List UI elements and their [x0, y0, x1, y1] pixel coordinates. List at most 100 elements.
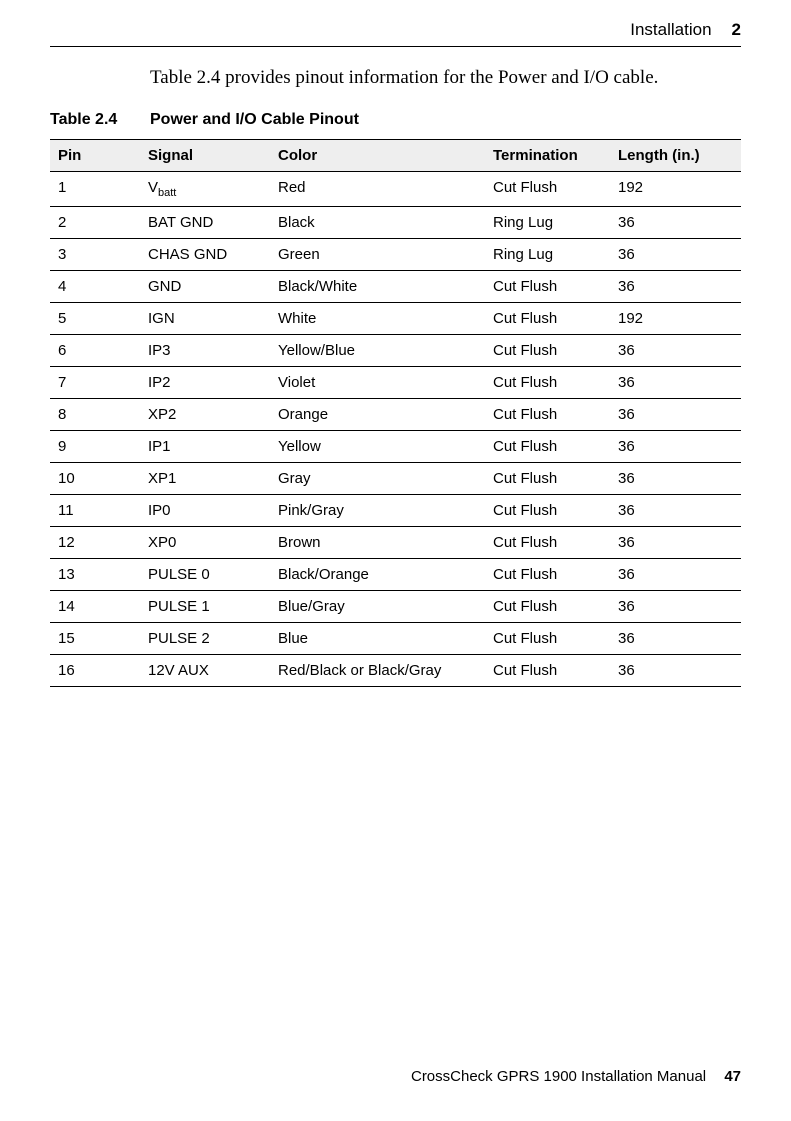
cell-termination: Cut Flush — [485, 591, 610, 623]
cell-signal: BAT GND — [140, 207, 270, 239]
cell-length: 36 — [610, 655, 741, 687]
cell-length: 36 — [610, 527, 741, 559]
cell-color: Black/Orange — [270, 559, 485, 591]
cell-length: 36 — [610, 623, 741, 655]
cell-termination: Cut Flush — [485, 399, 610, 431]
table-row: 7IP2VioletCut Flush36 — [50, 367, 741, 399]
table-row: 8XP2OrangeCut Flush36 — [50, 399, 741, 431]
cell-termination: Ring Lug — [485, 239, 610, 271]
page-header: Installation 2 — [50, 20, 741, 47]
table-row: 12XP0BrownCut Flush36 — [50, 527, 741, 559]
cell-signal: XP2 — [140, 399, 270, 431]
cell-termination: Cut Flush — [485, 463, 610, 495]
cell-length: 36 — [610, 431, 741, 463]
cell-color: Green — [270, 239, 485, 271]
cell-color: Violet — [270, 367, 485, 399]
cell-pin: 14 — [50, 591, 140, 623]
cell-length: 36 — [610, 559, 741, 591]
cell-length: 36 — [610, 239, 741, 271]
cell-termination: Ring Lug — [485, 207, 610, 239]
cell-color: Pink/Gray — [270, 495, 485, 527]
cell-signal: IP1 — [140, 431, 270, 463]
cell-color: Red — [270, 172, 485, 207]
table-caption: Table 2.4 Power and I/O Cable Pinout — [50, 111, 741, 129]
cell-color: Red/Black or Black/Gray — [270, 655, 485, 687]
cell-pin: 2 — [50, 207, 140, 239]
cell-color: Yellow — [270, 431, 485, 463]
cell-signal: PULSE 0 — [140, 559, 270, 591]
table-row: 3CHAS GNDGreenRing Lug36 — [50, 239, 741, 271]
cell-termination: Cut Flush — [485, 559, 610, 591]
table-row: 15PULSE 2BlueCut Flush36 — [50, 623, 741, 655]
table-header-row: Pin Signal Color Termination Length (in.… — [50, 140, 741, 172]
cell-pin: 13 — [50, 559, 140, 591]
cell-signal: XP0 — [140, 527, 270, 559]
cell-signal: Vbatt — [140, 172, 270, 207]
col-header-signal: Signal — [140, 140, 270, 172]
cell-pin: 4 — [50, 271, 140, 303]
cell-signal: 12V AUX — [140, 655, 270, 687]
table-body: 1VbattRedCut Flush1922BAT GNDBlackRing L… — [50, 172, 741, 687]
cell-length: 192 — [610, 172, 741, 207]
col-header-termination: Termination — [485, 140, 610, 172]
cell-color: Black — [270, 207, 485, 239]
table-label: Table 2.4 — [50, 111, 150, 129]
cell-length: 36 — [610, 591, 741, 623]
cell-length: 36 — [610, 367, 741, 399]
cell-color: Yellow/Blue — [270, 335, 485, 367]
cell-length: 36 — [610, 271, 741, 303]
page-footer: CrossCheck GPRS 1900 Installation Manual… — [411, 1068, 741, 1085]
cell-length: 36 — [610, 399, 741, 431]
cell-signal: IP2 — [140, 367, 270, 399]
header-chapter-number: 2 — [732, 20, 741, 40]
intro-paragraph: Table 2.4 provides pinout information fo… — [150, 67, 741, 89]
table-row: 1612V AUXRed/Black or Black/GrayCut Flus… — [50, 655, 741, 687]
table-row: 11IP0Pink/GrayCut Flush36 — [50, 495, 741, 527]
cell-termination: Cut Flush — [485, 172, 610, 207]
cell-termination: Cut Flush — [485, 271, 610, 303]
table-row: 9IP1YellowCut Flush36 — [50, 431, 741, 463]
cell-pin: 15 — [50, 623, 140, 655]
cell-length: 36 — [610, 495, 741, 527]
table-row: 2BAT GNDBlackRing Lug36 — [50, 207, 741, 239]
cell-signal: IGN — [140, 303, 270, 335]
cell-pin: 6 — [50, 335, 140, 367]
cell-color: Blue — [270, 623, 485, 655]
cell-termination: Cut Flush — [485, 367, 610, 399]
table-row: 13PULSE 0Black/OrangeCut Flush36 — [50, 559, 741, 591]
pinout-table: Pin Signal Color Termination Length (in.… — [50, 139, 741, 687]
cell-pin: 8 — [50, 399, 140, 431]
cell-pin: 9 — [50, 431, 140, 463]
footer-manual-title: CrossCheck GPRS 1900 Installation Manual — [411, 1068, 706, 1085]
cell-termination: Cut Flush — [485, 655, 610, 687]
cell-color: Orange — [270, 399, 485, 431]
cell-termination: Cut Flush — [485, 623, 610, 655]
cell-color: White — [270, 303, 485, 335]
table-row: 6IP3Yellow/BlueCut Flush36 — [50, 335, 741, 367]
cell-length: 36 — [610, 463, 741, 495]
cell-signal: XP1 — [140, 463, 270, 495]
cell-signal: CHAS GND — [140, 239, 270, 271]
cell-pin: 12 — [50, 527, 140, 559]
cell-pin: 16 — [50, 655, 140, 687]
cell-length: 36 — [610, 207, 741, 239]
cell-signal: PULSE 1 — [140, 591, 270, 623]
cell-pin: 11 — [50, 495, 140, 527]
cell-signal: PULSE 2 — [140, 623, 270, 655]
cell-termination: Cut Flush — [485, 431, 610, 463]
col-header-color: Color — [270, 140, 485, 172]
header-section-title: Installation — [630, 20, 711, 40]
cell-pin: 7 — [50, 367, 140, 399]
cell-signal: IP3 — [140, 335, 270, 367]
cell-termination: Cut Flush — [485, 335, 610, 367]
cell-pin: 3 — [50, 239, 140, 271]
cell-pin: 10 — [50, 463, 140, 495]
cell-length: 192 — [610, 303, 741, 335]
cell-signal: IP0 — [140, 495, 270, 527]
cell-color: Blue/Gray — [270, 591, 485, 623]
table-row: 14PULSE 1Blue/GrayCut Flush36 — [50, 591, 741, 623]
cell-color: Gray — [270, 463, 485, 495]
cell-color: Brown — [270, 527, 485, 559]
footer-page-number: 47 — [724, 1068, 741, 1085]
col-header-pin: Pin — [50, 140, 140, 172]
